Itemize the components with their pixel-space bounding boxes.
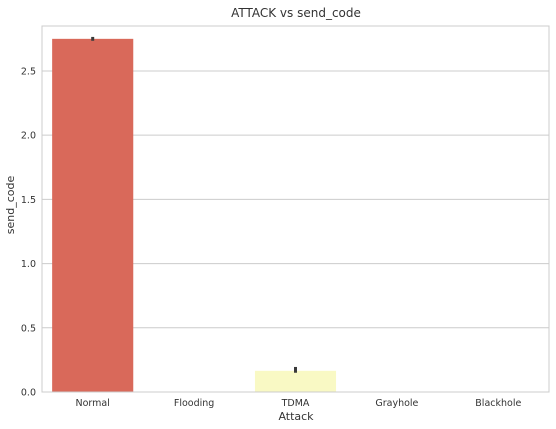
- y-tick-label: 2.0: [21, 131, 36, 142]
- y-tick-label: 1.5: [21, 195, 36, 206]
- x-tick-label: TDMA: [281, 398, 310, 409]
- y-tick-label: 0.0: [21, 388, 36, 399]
- x-tick-label: Flooding: [174, 398, 214, 409]
- bars: [52, 38, 337, 393]
- bar-normal: [52, 38, 134, 393]
- y-tick-label: 0.5: [21, 323, 36, 334]
- error-bars: [91, 36, 297, 373]
- x-axis-label: Attack: [278, 410, 314, 423]
- y-tick-label: 1.0: [21, 259, 36, 270]
- x-tick-label: Grayhole: [375, 398, 418, 409]
- x-tick-labels: Normal Flooding TDMA Grayhole Blackhole: [76, 398, 522, 409]
- y-tick-labels: 0.0 0.5 1.0 1.5 2.0 2.5: [21, 66, 36, 398]
- x-tick-label: Normal: [76, 398, 110, 409]
- x-tick-label: Blackhole: [475, 398, 521, 409]
- y-axis-label: send_code: [4, 176, 17, 235]
- chart-title: ATTACK vs send_code: [231, 6, 361, 20]
- plot-frame: [41, 25, 550, 393]
- y-tick-label: 2.5: [21, 66, 36, 77]
- bar-tdma: [254, 370, 337, 392]
